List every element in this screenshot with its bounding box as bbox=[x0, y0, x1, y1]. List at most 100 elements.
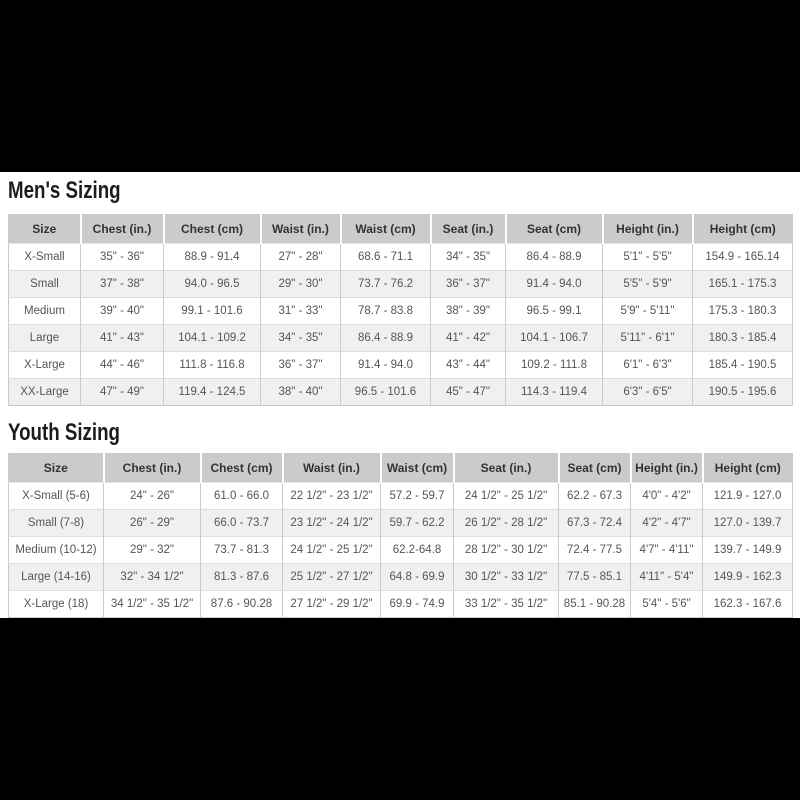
table-cell: Medium (10-12) bbox=[8, 536, 104, 564]
youth-sizing-title: Youth Sizing bbox=[8, 419, 120, 446]
table-cell: 59.7 - 62.2 bbox=[380, 509, 454, 537]
mens-sizing-title: Men's Sizing bbox=[8, 177, 121, 204]
youth-sizing-title-wrap: Youth Sizing bbox=[8, 420, 792, 446]
table-cell: 78.7 - 83.8 bbox=[340, 297, 431, 325]
table-cell: 35" - 36" bbox=[80, 243, 164, 271]
table-cell: 109.2 - 111.8 bbox=[505, 351, 603, 379]
table-cell: 61.0 - 66.0 bbox=[200, 482, 283, 510]
table-cell: 41" - 42" bbox=[430, 324, 506, 352]
column-header: Chest (in.) bbox=[79, 214, 164, 244]
table-row: Large (14-16) 32" - 34 1/2" 81.3 - 87.6 25 … bbox=[8, 563, 793, 591]
table-cell: 6'1" - 6'3" bbox=[602, 351, 693, 379]
column-header: Waist (cm) bbox=[339, 214, 431, 244]
column-header: Seat (cm) bbox=[504, 214, 603, 244]
mens-table-header-row: Size Chest (in.) Chest (cm) Waist (in.) Wais… bbox=[8, 214, 793, 244]
table-row: XX-Large 47" - 49" 119.4 - 124.5 38" - 40" 9… bbox=[8, 378, 793, 406]
table-cell: 104.1 - 106.7 bbox=[505, 324, 603, 352]
column-header: Chest (cm) bbox=[199, 453, 283, 483]
table-cell: 68.6 - 71.1 bbox=[340, 243, 431, 271]
table-cell: XX-Large bbox=[8, 378, 81, 406]
table-row: Medium 39" - 40" 99.1 - 101.6 31" - 33" 78.7… bbox=[8, 297, 793, 325]
table-cell: 94.0 - 96.5 bbox=[163, 270, 261, 298]
table-cell: 121.9 - 127.0 bbox=[702, 482, 793, 510]
table-cell: 72.4 - 77.5 bbox=[558, 536, 631, 564]
table-cell: 190.5 - 195.6 bbox=[692, 378, 793, 406]
table-cell: 6'3" - 6'5" bbox=[602, 378, 693, 406]
table-cell: 34" - 35" bbox=[260, 324, 341, 352]
table-cell: 37" - 38" bbox=[80, 270, 164, 298]
mens-sizing-title-wrap: Men's Sizing bbox=[8, 178, 792, 204]
table-cell: 39" - 40" bbox=[80, 297, 164, 325]
table-cell: X-Small bbox=[8, 243, 81, 271]
table-cell: 87.6 - 90.28 bbox=[200, 590, 283, 618]
table-cell: Large bbox=[8, 324, 81, 352]
column-header: Seat (in.) bbox=[429, 214, 506, 244]
table-cell: 38" - 39" bbox=[430, 297, 506, 325]
table-cell: X-Large (18) bbox=[8, 590, 104, 618]
table-cell: 104.1 - 109.2 bbox=[163, 324, 261, 352]
table-row: Small 37" - 38" 94.0 - 96.5 29" - 30" 73.7 -… bbox=[8, 270, 793, 298]
table-cell: 185.4 - 190.5 bbox=[692, 351, 793, 379]
table-cell: 25 1/2" - 27 1/2" bbox=[282, 563, 381, 591]
table-cell: Small bbox=[8, 270, 81, 298]
table-cell: 85.1 - 90.28 bbox=[558, 590, 631, 618]
table-cell: 4'7" - 4'11" bbox=[630, 536, 703, 564]
table-cell: 27" - 28" bbox=[260, 243, 341, 271]
table-cell: 73.7 - 76.2 bbox=[340, 270, 431, 298]
table-cell: 33 1/2" - 35 1/2" bbox=[453, 590, 559, 618]
table-cell: 5'4" - 5'6" bbox=[630, 590, 703, 618]
table-cell: 44" - 46" bbox=[80, 351, 164, 379]
column-header: Height (cm) bbox=[691, 214, 793, 244]
table-cell: 180.3 - 185.4 bbox=[692, 324, 793, 352]
table-cell: 81.3 - 87.6 bbox=[200, 563, 283, 591]
table-cell: 165.1 - 175.3 bbox=[692, 270, 793, 298]
table-cell: 22 1/2" - 23 1/2" bbox=[282, 482, 381, 510]
youth-sizing-table: Size Chest (in.) Chest (cm) Waist (in.) Wais… bbox=[8, 453, 793, 618]
table-cell: 99.1 - 101.6 bbox=[163, 297, 261, 325]
table-cell: Medium bbox=[8, 297, 81, 325]
table-cell: 34" - 35" bbox=[430, 243, 506, 271]
table-cell: 149.9 - 162.3 bbox=[702, 563, 793, 591]
table-row: X-Small (5-6) 24" - 26" 61.0 - 66.0 22 1/2"… bbox=[8, 482, 793, 510]
table-cell: 175.3 - 180.3 bbox=[692, 297, 793, 325]
table-cell: 154.9 - 165.14 bbox=[692, 243, 793, 271]
table-cell: 29" - 30" bbox=[260, 270, 341, 298]
table-cell: 111.8 - 116.8 bbox=[163, 351, 261, 379]
table-cell: 27 1/2" - 29 1/2" bbox=[282, 590, 381, 618]
table-cell: 41" - 43" bbox=[80, 324, 164, 352]
table-cell: 31" - 33" bbox=[260, 297, 341, 325]
table-cell: 86.4 - 88.9 bbox=[505, 243, 603, 271]
table-cell: 43" - 44" bbox=[430, 351, 506, 379]
table-cell: 4'11" - 5'4" bbox=[630, 563, 703, 591]
table-cell: X-Large bbox=[8, 351, 81, 379]
table-cell: 77.5 - 85.1 bbox=[558, 563, 631, 591]
table-cell: 24 1/2" - 25 1/2" bbox=[282, 536, 381, 564]
table-cell: 91.4 - 94.0 bbox=[505, 270, 603, 298]
table-cell: 34 1/2" - 35 1/2" bbox=[103, 590, 201, 618]
table-cell: 139.7 - 149.9 bbox=[702, 536, 793, 564]
top-black-band bbox=[0, 0, 800, 172]
table-cell: 32" - 34 1/2" bbox=[103, 563, 201, 591]
table-cell: 66.0 - 73.7 bbox=[200, 509, 283, 537]
table-cell: 30 1/2" - 33 1/2" bbox=[453, 563, 559, 591]
table-cell: 67.3 - 72.4 bbox=[558, 509, 631, 537]
column-header: Size bbox=[8, 214, 81, 244]
table-cell: 57.2 - 59.7 bbox=[380, 482, 454, 510]
column-header: Size bbox=[8, 453, 104, 483]
table-cell: 86.4 - 88.9 bbox=[340, 324, 431, 352]
table-cell: 23 1/2" - 24 1/2" bbox=[282, 509, 381, 537]
table-cell: 119.4 - 124.5 bbox=[163, 378, 261, 406]
column-header: Waist (in.) bbox=[281, 453, 381, 483]
youth-table-body: X-Small (5-6) 24" - 26" 61.0 - 66.0 22 1/2"… bbox=[8, 482, 793, 618]
table-cell: Small (7-8) bbox=[8, 509, 104, 537]
table-cell: 5'5" - 5'9" bbox=[602, 270, 693, 298]
table-cell: 69.9 - 74.9 bbox=[380, 590, 454, 618]
table-cell: 47" - 49" bbox=[80, 378, 164, 406]
table-cell: 36" - 37" bbox=[430, 270, 506, 298]
table-cell: 38" - 40" bbox=[260, 378, 341, 406]
column-header: Chest (in.) bbox=[102, 453, 201, 483]
table-cell: 114.3 - 119.4 bbox=[505, 378, 603, 406]
table-cell: 64.8 - 69.9 bbox=[380, 563, 454, 591]
column-header: Height (in.) bbox=[601, 214, 693, 244]
table-cell: 4'2" - 4'7" bbox=[630, 509, 703, 537]
